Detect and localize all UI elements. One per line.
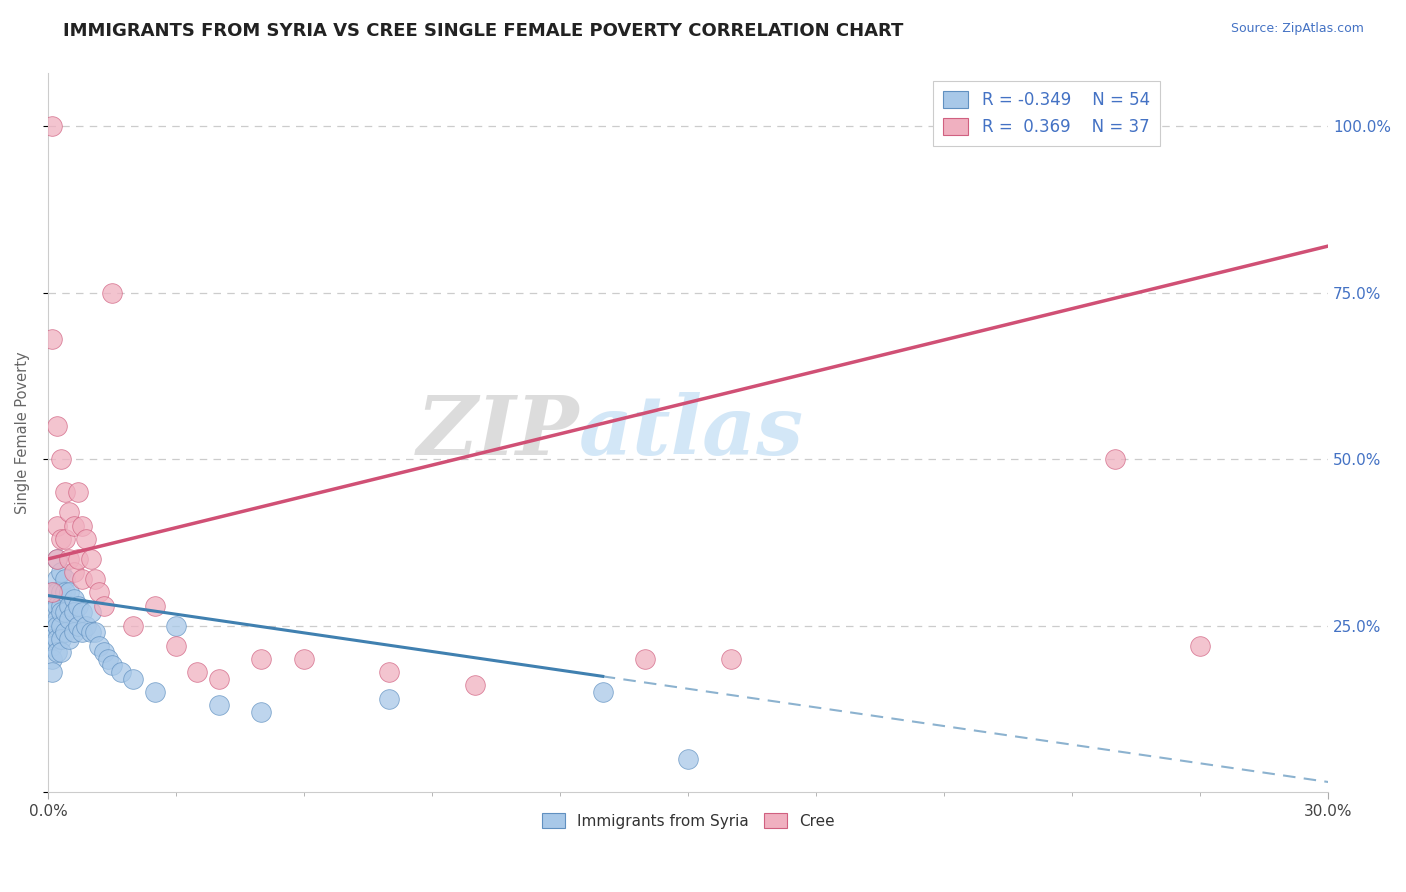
Point xyxy=(53,605,76,619)
Point xyxy=(70,625,93,640)
Point xyxy=(62,591,84,606)
Point xyxy=(89,639,111,653)
Point xyxy=(41,585,63,599)
Point xyxy=(45,552,67,566)
Point xyxy=(45,612,67,626)
Point xyxy=(70,605,93,619)
Point xyxy=(53,532,76,546)
Point xyxy=(41,632,63,646)
Y-axis label: Single Female Poverty: Single Female Poverty xyxy=(15,351,30,514)
Point xyxy=(70,572,93,586)
Point xyxy=(45,552,67,566)
Point xyxy=(41,618,63,632)
Point xyxy=(1104,452,1126,467)
Point xyxy=(58,505,80,519)
Point xyxy=(66,485,89,500)
Point xyxy=(49,645,72,659)
Point xyxy=(75,532,97,546)
Point xyxy=(66,599,89,613)
Point xyxy=(62,566,84,580)
Point xyxy=(62,605,84,619)
Point xyxy=(97,652,120,666)
Point xyxy=(122,618,145,632)
Point xyxy=(49,618,72,632)
Point xyxy=(676,752,699,766)
Point xyxy=(58,552,80,566)
Point xyxy=(45,599,67,613)
Point xyxy=(143,685,166,699)
Text: Source: ZipAtlas.com: Source: ZipAtlas.com xyxy=(1230,22,1364,36)
Point xyxy=(165,639,187,653)
Text: IMMIGRANTS FROM SYRIA VS CREE SINGLE FEMALE POVERTY CORRELATION CHART: IMMIGRANTS FROM SYRIA VS CREE SINGLE FEM… xyxy=(63,22,904,40)
Point xyxy=(41,665,63,680)
Point xyxy=(1189,639,1212,653)
Point xyxy=(58,632,80,646)
Point xyxy=(101,285,124,300)
Point xyxy=(53,585,76,599)
Point xyxy=(41,585,63,599)
Point xyxy=(165,618,187,632)
Point xyxy=(122,672,145,686)
Point xyxy=(592,685,614,699)
Point xyxy=(41,605,63,619)
Point xyxy=(292,652,315,666)
Point xyxy=(93,599,115,613)
Point xyxy=(58,599,80,613)
Point xyxy=(75,618,97,632)
Point xyxy=(45,585,67,599)
Point xyxy=(53,485,76,500)
Point xyxy=(45,632,67,646)
Point xyxy=(45,418,67,433)
Point xyxy=(89,585,111,599)
Point xyxy=(62,625,84,640)
Point xyxy=(41,120,63,134)
Point xyxy=(143,599,166,613)
Point xyxy=(49,532,72,546)
Point xyxy=(84,625,107,640)
Point xyxy=(53,625,76,640)
Point xyxy=(49,605,72,619)
Point xyxy=(84,572,107,586)
Point xyxy=(80,625,103,640)
Point xyxy=(49,599,72,613)
Legend: Immigrants from Syria, Cree: Immigrants from Syria, Cree xyxy=(536,806,841,835)
Point xyxy=(186,665,208,680)
Point xyxy=(49,452,72,467)
Point xyxy=(41,639,63,653)
Point xyxy=(110,665,132,680)
Text: ZIP: ZIP xyxy=(416,392,579,473)
Point xyxy=(66,552,89,566)
Point xyxy=(80,605,103,619)
Point xyxy=(45,572,67,586)
Point xyxy=(80,552,103,566)
Point xyxy=(93,645,115,659)
Point xyxy=(58,585,80,599)
Point xyxy=(250,705,273,719)
Point xyxy=(49,566,72,580)
Point xyxy=(720,652,742,666)
Point xyxy=(378,665,401,680)
Point xyxy=(66,618,89,632)
Point xyxy=(45,618,67,632)
Text: atlas: atlas xyxy=(579,392,804,473)
Point xyxy=(41,332,63,346)
Point xyxy=(49,585,72,599)
Point xyxy=(208,698,231,713)
Point xyxy=(634,652,657,666)
Point xyxy=(41,652,63,666)
Point xyxy=(62,518,84,533)
Point xyxy=(464,678,486,692)
Point xyxy=(208,672,231,686)
Point xyxy=(45,518,67,533)
Point xyxy=(58,612,80,626)
Point xyxy=(101,658,124,673)
Point xyxy=(49,632,72,646)
Point xyxy=(53,572,76,586)
Point xyxy=(378,691,401,706)
Point xyxy=(250,652,273,666)
Point xyxy=(45,645,67,659)
Point xyxy=(70,518,93,533)
